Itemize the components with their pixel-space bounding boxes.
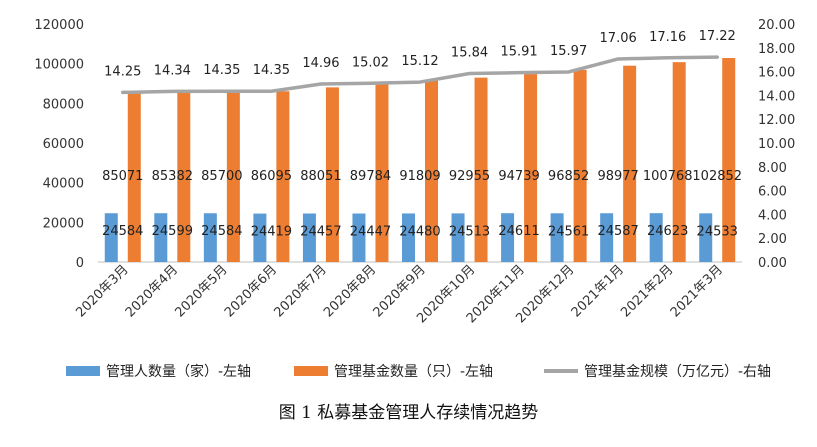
bar-funds [573,69,587,262]
y-left-tick-label: 120000 [34,18,84,33]
legend-label: 管理人数量（家）-左轴 [106,363,251,380]
data-label-managers: 24480 [399,224,440,239]
bar-funds [425,79,438,263]
data-label-fund-scale: 14.34 [154,63,191,78]
x-tick-label: 2020年6月 [222,262,280,320]
data-label-fund-scale: 17.22 [699,29,736,44]
y-right-tick-label: 6.00 [758,185,787,200]
bar-managers [253,213,267,262]
chart: 0 20000 40000 60000 80000 100000 120000 0.00 2.0… [34,18,795,380]
figure-caption: 图 1 私募基金管理人存续情况趋势 [278,403,539,423]
bar-funds [623,65,637,262]
data-label-funds: 85700 [201,169,242,184]
y-right-tick-label: 12.00 [758,113,795,128]
data-label-managers: 24561 [548,224,589,239]
bar-funds [474,77,488,262]
x-tick-label: 2021年2月 [618,262,676,320]
data-label-fund-scale: 14.96 [302,56,339,71]
bar-funds [672,62,686,263]
data-label-fund-scale: 15.84 [451,46,488,61]
data-label-managers: 24533 [697,224,738,239]
bar-managers [352,213,366,262]
data-label-managers: 24457 [300,224,341,239]
data-label-fund-scale: 14.35 [253,63,290,78]
y-left-tick-label: 80000 [43,97,84,112]
data-label-funds: 89784 [350,169,391,184]
y-right-tick-label: 8.00 [758,161,787,176]
bar-funds [177,92,191,263]
data-label-funds: 96852 [548,169,589,184]
bar-funds [325,87,339,263]
bar-managers [402,213,415,262]
data-label-fund-scale: 17.16 [649,30,686,45]
y-left-tick-label: 40000 [43,177,84,192]
y-left-tick-label: 0 [76,256,84,271]
legend-label: 管理基金数量（只）-左轴 [334,363,493,380]
y-left-tick-label: 20000 [43,216,84,231]
bar-managers [699,213,713,262]
x-tick-label: 2020年5月 [172,262,230,320]
bar-funds [375,83,389,262]
data-label-managers: 24447 [350,225,391,240]
data-label-fund-scale: 15.91 [500,45,537,60]
data-label-funds: 94739 [498,169,539,184]
x-tick-label: 2020年8月 [321,262,379,320]
legend-swatch [294,366,328,376]
data-label-funds: 85382 [152,169,193,184]
bar-managers [104,213,118,262]
bar-managers [550,213,564,262]
bar-funds [226,92,240,262]
data-label-managers: 24611 [498,224,539,239]
bar-funds [722,58,736,263]
data-label-funds: 85071 [102,169,143,184]
data-label-fund-scale: 15.97 [550,44,587,59]
y-right-tick-label: 16.00 [758,66,795,81]
y-right-tick-label: 4.00 [758,208,787,223]
legend-label: 管理基金规模（万亿元）-右轴 [584,363,771,380]
x-tick-label: 2021年1月 [569,262,627,320]
data-label-managers: 24623 [647,224,688,239]
data-label-funds: 98977 [597,169,638,184]
x-tick-label: 2021年3月 [668,262,726,320]
y-right-tick-label: 0.00 [758,256,787,271]
bar-managers [154,213,168,262]
data-label-fund-scale: 15.12 [401,54,438,69]
y-left-tick-label: 60000 [43,137,84,152]
data-label-managers: 24599 [152,224,193,239]
data-label-managers: 24513 [449,224,490,239]
bar-managers [203,213,217,262]
data-label-funds: 88051 [300,169,341,184]
data-label-funds: 92955 [449,169,490,184]
bar-managers [501,213,515,262]
y-right-tick-label: 14.00 [758,89,795,104]
bar-managers [600,213,614,262]
bar-funds [524,74,538,262]
bar-funds [127,93,141,262]
data-label-funds: 102852 [692,169,742,184]
data-label-funds: 91809 [399,169,440,184]
legend-swatch [66,366,100,376]
data-label-fund-scale: 14.25 [104,64,141,79]
line-fund-scale [121,55,719,95]
y-right-tick-label: 20.00 [758,18,795,33]
bar-funds [276,91,290,262]
data-label-managers: 24419 [251,225,292,240]
bar-managers [451,213,465,262]
data-label-funds: 86095 [251,169,292,184]
y-left-tick-label: 100000 [34,58,84,73]
y-right-tick-label: 18.00 [758,42,795,57]
data-label-managers: 24587 [597,224,638,239]
data-label-funds: 100768 [643,169,693,184]
data-label-managers: 24584 [201,224,242,239]
data-label-fund-scale: 14.35 [203,63,240,78]
data-label-fund-scale: 15.02 [352,55,389,70]
y-right-tick-label: 2.00 [758,232,787,247]
y-right-tick-label: 10.00 [758,137,795,152]
data-label-fund-scale: 17.06 [600,31,637,46]
data-label-managers: 24584 [102,224,143,239]
bar-managers [649,213,663,262]
bar-managers [302,213,316,262]
x-tick-label: 2020年7月 [272,262,330,320]
x-tick-label: 2020年4月 [123,262,181,320]
